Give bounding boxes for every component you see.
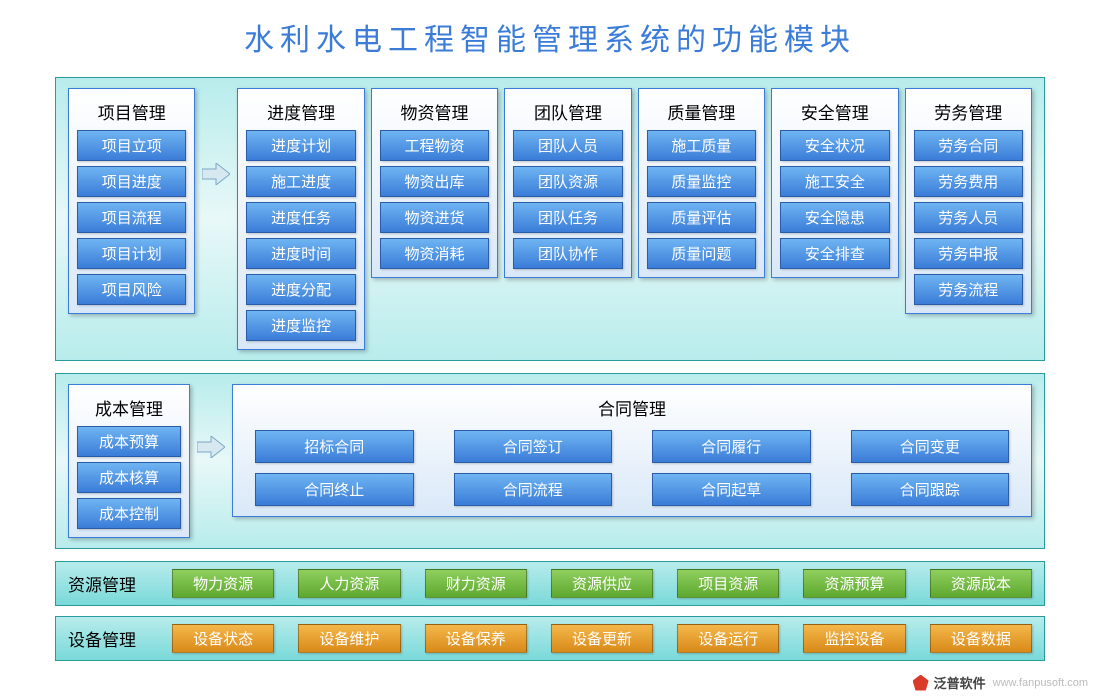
row1-container: 项目管理项目立项项目进度项目流程项目计划项目风险进度管理进度计划施工进度进度任务… xyxy=(68,88,1032,350)
module-item[interactable]: 施工质量 xyxy=(647,130,756,161)
chip-item[interactable]: 物力资源 xyxy=(172,569,274,598)
module-item[interactable]: 项目立项 xyxy=(77,130,186,161)
strip-items: 物力资源人力资源财力资源资源供应项目资源资源预算资源成本 xyxy=(172,569,1032,598)
chip-item[interactable]: 资源供应 xyxy=(551,569,653,598)
module-item[interactable]: 招标合同 xyxy=(255,430,414,463)
module-item[interactable]: 施工安全 xyxy=(780,166,889,197)
module-header: 安全管理 xyxy=(780,95,889,130)
module-item[interactable]: 劳务流程 xyxy=(914,274,1023,305)
module-box: 质量管理施工质量质量监控质量评估质量问题 xyxy=(638,88,765,278)
module-item[interactable]: 项目流程 xyxy=(77,202,186,233)
module-box: 劳务管理劳务合同劳务费用劳务人员劳务申报劳务流程 xyxy=(905,88,1032,314)
module-item[interactable]: 质量评估 xyxy=(647,202,756,233)
module-item[interactable]: 合同变更 xyxy=(851,430,1010,463)
module-header: 成本管理 xyxy=(77,391,181,426)
module-item[interactable]: 合同跟踪 xyxy=(851,473,1010,506)
module-item[interactable]: 进度时间 xyxy=(246,238,355,269)
module-item[interactable]: 团队人员 xyxy=(513,130,622,161)
chip-item[interactable]: 设备运行 xyxy=(677,624,779,653)
module-item[interactable]: 团队资源 xyxy=(513,166,622,197)
module-header: 质量管理 xyxy=(647,95,756,130)
strip-panel: 资源管理物力资源人力资源财力资源资源供应项目资源资源预算资源成本 xyxy=(55,561,1045,606)
module-item[interactable]: 合同终止 xyxy=(255,473,414,506)
module-item[interactable]: 团队任务 xyxy=(513,202,622,233)
page-title: 水利水电工程智能管理系统的功能模块 xyxy=(55,15,1045,59)
module-header: 进度管理 xyxy=(246,95,355,130)
module-header: 合同管理 xyxy=(241,391,1023,426)
chip-item[interactable]: 项目资源 xyxy=(677,569,779,598)
module-item[interactable]: 合同履行 xyxy=(652,430,811,463)
module-item[interactable]: 成本预算 xyxy=(77,426,181,457)
module-item[interactable]: 合同签订 xyxy=(454,430,613,463)
module-header: 团队管理 xyxy=(513,95,622,130)
module-item[interactable]: 进度计划 xyxy=(246,130,355,161)
module-header: 物资管理 xyxy=(380,95,489,130)
row2-container: 成本管理 成本预算成本核算成本控制 合同管理 招标合同合同签订合同履行合同变更合… xyxy=(68,384,1032,538)
module-item[interactable]: 物资进货 xyxy=(380,202,489,233)
panel-row2: 成本管理 成本预算成本核算成本控制 合同管理 招标合同合同签订合同履行合同变更合… xyxy=(55,373,1045,549)
module-cost: 成本管理 成本预算成本核算成本控制 xyxy=(68,384,190,538)
watermark-url: www.fanpusoft.com xyxy=(993,677,1088,689)
chip-item[interactable]: 资源成本 xyxy=(930,569,1032,598)
module-box: 进度管理进度计划施工进度进度任务进度时间进度分配进度监控 xyxy=(237,88,364,350)
strip-panel: 设备管理设备状态设备维护设备保养设备更新设备运行监控设备设备数据 xyxy=(55,616,1045,661)
module-item[interactable]: 物资消耗 xyxy=(380,238,489,269)
module-item[interactable]: 施工进度 xyxy=(246,166,355,197)
module-item[interactable]: 劳务人员 xyxy=(914,202,1023,233)
module-box: 团队管理团队人员团队资源团队任务团队协作 xyxy=(504,88,631,278)
chip-item[interactable]: 资源预算 xyxy=(803,569,905,598)
watermark-name: 泛普软件 xyxy=(934,673,986,692)
strip-items: 设备状态设备维护设备保养设备更新设备运行监控设备设备数据 xyxy=(172,624,1032,653)
module-item[interactable]: 进度任务 xyxy=(246,202,355,233)
chip-item[interactable]: 设备数据 xyxy=(930,624,1032,653)
module-item[interactable]: 项目风险 xyxy=(77,274,186,305)
chip-item[interactable]: 监控设备 xyxy=(803,624,905,653)
module-item[interactable]: 成本核算 xyxy=(77,462,181,493)
chip-item[interactable]: 设备维护 xyxy=(298,624,400,653)
module-item[interactable]: 合同起草 xyxy=(652,473,811,506)
module-item[interactable]: 劳务合同 xyxy=(914,130,1023,161)
watermark: 泛普软件 www.fanpusoft.com xyxy=(913,673,1088,692)
module-item[interactable]: 团队协作 xyxy=(513,238,622,269)
module-item[interactable]: 安全状况 xyxy=(780,130,889,161)
module-item[interactable]: 质量监控 xyxy=(647,166,756,197)
module-header: 项目管理 xyxy=(77,95,186,130)
module-item[interactable]: 物资出库 xyxy=(380,166,489,197)
module-item[interactable]: 合同流程 xyxy=(454,473,613,506)
module-box: 物资管理工程物资物资出库物资进货物资消耗 xyxy=(371,88,498,278)
module-item[interactable]: 质量问题 xyxy=(647,238,756,269)
chip-item[interactable]: 设备状态 xyxy=(172,624,274,653)
arrow-icon xyxy=(196,436,226,458)
module-item[interactable]: 安全排查 xyxy=(780,238,889,269)
module-item[interactable]: 劳务费用 xyxy=(914,166,1023,197)
module-item[interactable]: 安全隐患 xyxy=(780,202,889,233)
chip-item[interactable]: 设备更新 xyxy=(551,624,653,653)
chip-item[interactable]: 人力资源 xyxy=(298,569,400,598)
module-contract: 合同管理 招标合同 合同签订 合同履行 合同变更合同终止 合同流程 合同起草 合同跟踪 xyxy=(232,384,1032,517)
chip-item[interactable]: 设备保养 xyxy=(425,624,527,653)
panel-row1: 项目管理项目立项项目进度项目流程项目计划项目风险进度管理进度计划施工进度进度任务… xyxy=(55,77,1045,361)
module-header: 劳务管理 xyxy=(914,95,1023,130)
logo-icon xyxy=(913,675,929,691)
module-item[interactable]: 劳务申报 xyxy=(914,238,1023,269)
module-item[interactable]: 进度监控 xyxy=(246,310,355,341)
module-box: 项目管理项目立项项目进度项目流程项目计划项目风险 xyxy=(68,88,195,314)
module-item[interactable]: 进度分配 xyxy=(246,274,355,305)
strip-label: 资源管理 xyxy=(68,571,154,596)
chip-item[interactable]: 财力资源 xyxy=(425,569,527,598)
module-box: 安全管理安全状况施工安全安全隐患安全排查 xyxy=(771,88,898,278)
arrow-icon xyxy=(201,163,231,185)
module-item[interactable]: 成本控制 xyxy=(77,498,181,529)
module-item[interactable]: 项目进度 xyxy=(77,166,186,197)
module-item[interactable]: 工程物资 xyxy=(380,130,489,161)
strip-label: 设备管理 xyxy=(68,626,154,651)
module-item[interactable]: 项目计划 xyxy=(77,238,186,269)
